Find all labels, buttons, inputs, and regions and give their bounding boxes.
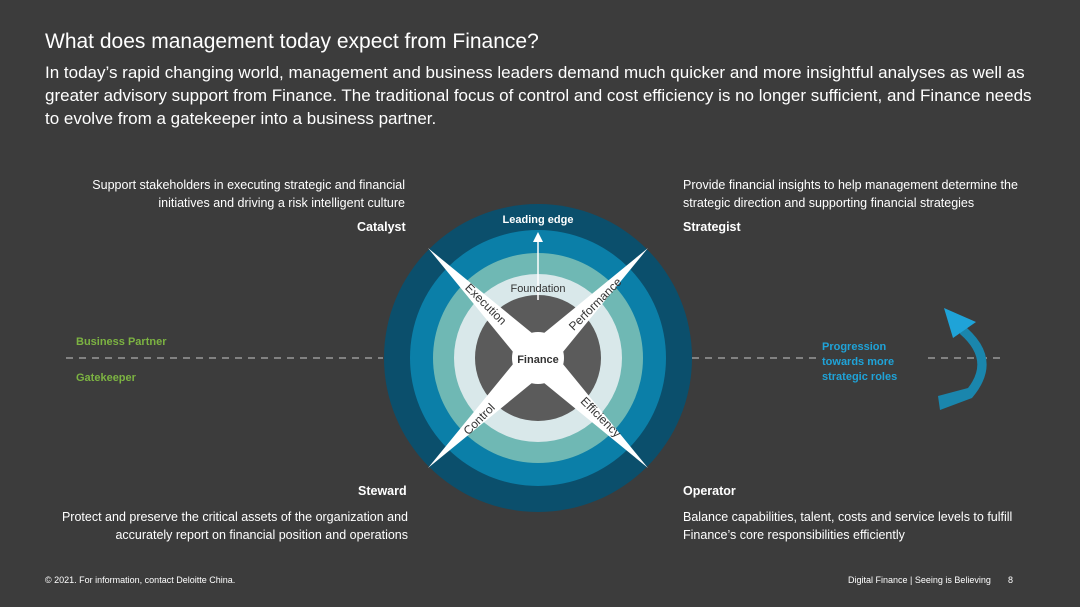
progression-arrow-head-icon bbox=[944, 308, 976, 338]
intro-paragraph: In today’s rapid changing world, managem… bbox=[45, 63, 1032, 128]
page-title: What does management today expect from F… bbox=[45, 30, 539, 53]
footer-title: Digital Finance | Seeing is Believing bbox=[848, 575, 991, 585]
catalyst-description: Support stakeholders in executing strate… bbox=[92, 178, 405, 210]
steward-title: Steward bbox=[358, 484, 407, 498]
strategist-title: Strategist bbox=[683, 220, 741, 234]
progression-arrow-icon bbox=[938, 323, 987, 410]
footer-copyright: © 2021. For information, contact Deloitt… bbox=[45, 575, 236, 585]
arrow-head-icon bbox=[533, 232, 543, 242]
operator-description: Balance capabilities, talent, costs and … bbox=[683, 510, 1013, 542]
leading-edge-label: Leading edge bbox=[503, 214, 574, 226]
page-number: 8 bbox=[1008, 575, 1014, 585]
catalyst-title: Catalyst bbox=[357, 220, 406, 234]
progression-label: Progression towards more strategic roles bbox=[822, 341, 898, 383]
operator-title: Operator bbox=[683, 484, 736, 498]
strategist-description: Provide financial insights to help manag… bbox=[683, 178, 1018, 210]
foundation-label: Foundation bbox=[510, 283, 565, 295]
gatekeeper-label: Gatekeeper bbox=[76, 372, 136, 384]
center-disc bbox=[512, 332, 564, 384]
finance-label: Finance bbox=[517, 354, 559, 366]
business-partner-label: Business Partner bbox=[76, 336, 167, 348]
steward-description: Protect and preserve the critical assets… bbox=[61, 510, 408, 542]
